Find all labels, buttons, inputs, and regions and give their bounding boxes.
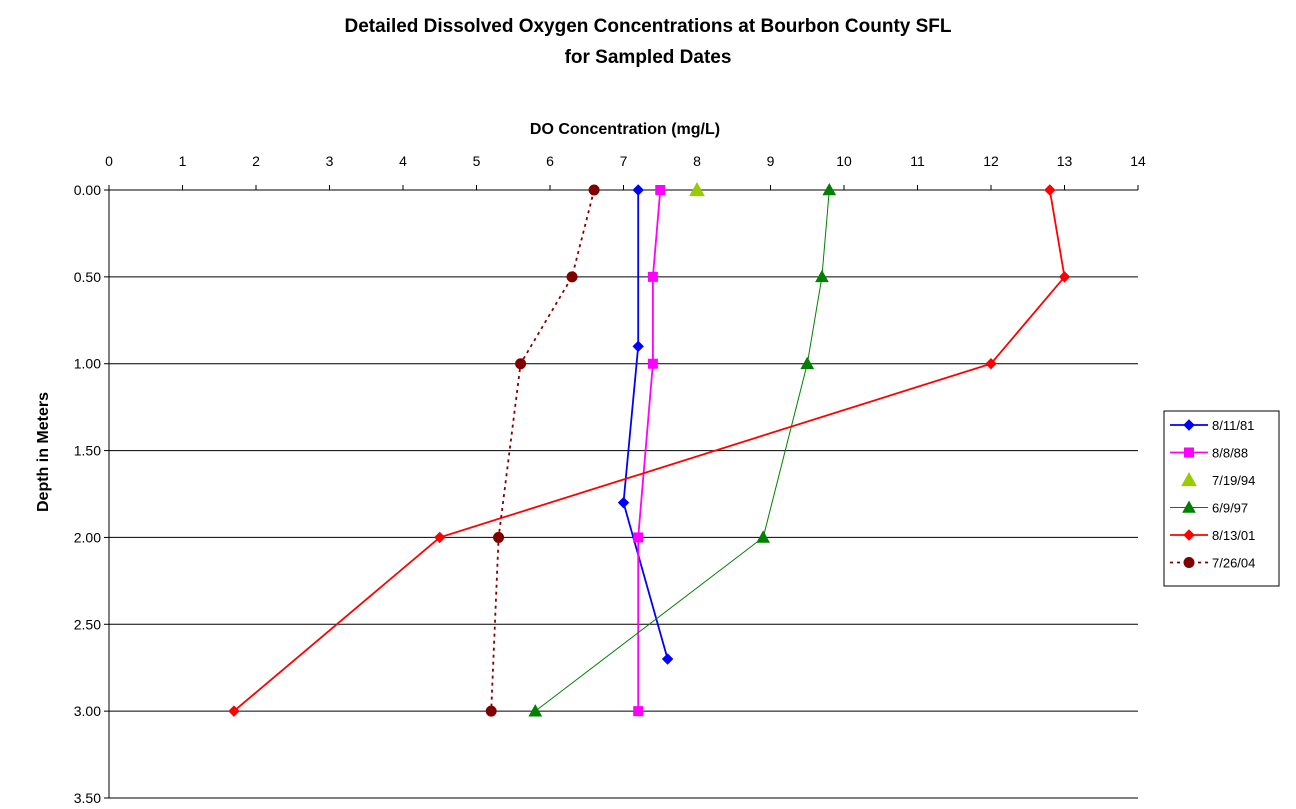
data-point-8-13-01-2 [985,358,997,370]
data-point-8-8-88-2 [647,358,658,369]
x-tick-label-2: 2 [252,153,260,169]
y-tick-label-2.50: 2.50 [74,616,101,632]
x-tick-label-7: 7 [620,153,628,169]
legend-label-8-13-01: 8/13/01 [1212,528,1255,543]
data-point-8-13-01-4 [228,705,240,717]
legend-label-8-11-81: 8/11/81 [1212,418,1254,433]
data-point-7-26-04-0 [588,184,600,196]
x-tick-label-12: 12 [983,153,999,169]
data-point-8-13-01-1 [1058,271,1071,283]
x-tick-label-3: 3 [326,153,334,169]
legend-marker-8-8-88 [1184,447,1194,458]
x-tick-label-6: 6 [546,153,554,169]
series-7-26-04 [485,184,600,717]
y-tick-label-1.50: 1.50 [74,443,101,459]
y-tick-label-2.00: 2.00 [74,529,101,545]
legend-marker-7-19-94 [1181,471,1197,487]
chart-title-line-1: Detailed Dissolved Oxygen Concentrations… [344,16,951,37]
data-point-8-8-88-3 [633,532,644,543]
x-tick-label-14: 14 [1130,153,1146,169]
data-point-6-9-97-2 [800,356,815,370]
data-point-8-8-88-0 [655,185,666,195]
legend: 8/11/81 8/8/88 7/19/94 6/9/97 8/13/01 7/26/04 [1163,410,1280,587]
x-tick-label-9: 9 [767,153,775,169]
x-tick-label-8: 8 [693,153,701,169]
data-point-8-11-81-2 [617,496,630,509]
y-tick-label-0.00: 0.00 [74,182,101,198]
y-tick-label-0.50: 0.50 [74,269,101,285]
legend-label-7-19-94: 7/19/94 [1212,473,1255,488]
series-8-11-81 [617,184,674,665]
chart-title-line-2: for Sampled Dates [565,47,732,68]
data-point-8-8-88-4 [633,706,644,717]
x-tick-label-13: 13 [1057,153,1073,169]
legend-item-6-9-97: 6/9/97 [1170,500,1248,516]
series-8-13-01 [228,184,1071,717]
y-tick-label-3.00: 3.00 [74,703,101,719]
legend-marker-8-11-81 [1183,419,1195,431]
series-8-8-88 [633,185,666,717]
data-point-8-11-81-0 [632,184,644,196]
data-point-8-11-81-1 [632,340,644,353]
data-point-6-9-97-1 [815,269,829,283]
data-point-7-26-04-1 [566,271,578,283]
legend-label-6-9-97: 6/9/97 [1212,501,1248,516]
data-point-8-13-01-0 [1044,184,1056,196]
data-point-8-11-81-3 [661,653,674,665]
y-axis-title: Depth in Meters [35,392,52,512]
data-point-8-8-88-1 [647,271,658,282]
legend-item-7-19-94: 7/19/94 [1181,471,1255,488]
data-point-7-26-04-3 [493,531,505,543]
data-point-6-9-97-3 [756,530,770,543]
series-line-8-11-81 [622,190,669,660]
x-tick-label-5: 5 [473,153,481,169]
data-point-7-26-04-4 [485,705,497,717]
y-tick-label-3.50: 3.50 [74,790,101,806]
legend-item-8-8-88: 8/8/88 [1170,446,1248,461]
legend-marker-7-26-04 [1183,557,1195,568]
x-tick-label-0: 0 [105,153,113,169]
legend-box [1163,410,1280,587]
legend-marker-8-13-01 [1183,529,1195,541]
data-point-6-9-97-4 [528,704,543,717]
x-tick-label-10: 10 [836,153,852,169]
legend-item-7-26-04: 7/26/04 [1170,556,1255,571]
data-point-6-9-97-0 [822,182,837,196]
legend-marker-6-9-97 [1182,500,1196,513]
series-6-9-97 [528,182,837,717]
legend-item-8-13-01: 8/13/01 [1170,528,1255,543]
x-axis-title: DO Concentration (mg/L) [530,121,720,138]
series-group [228,181,1071,717]
x-tick-label-4: 4 [399,153,407,169]
x-axis-ticks: 0 1 2 3 4 5 6 7 8 9 10 11 12 13 14 [105,153,1146,190]
gridlines [109,189,1138,799]
data-point-7-19-94-0 [689,181,705,197]
legend-label-7-26-04: 7/26/04 [1212,556,1255,571]
legend-item-8-11-81: 8/11/81 [1170,418,1254,433]
legend-label-8-8-88: 8/8/88 [1212,446,1248,461]
data-point-7-26-04-2 [515,358,527,370]
y-axis-ticks: 0.00 0.50 1.00 1.50 2.00 2.50 3.00 3.50 [74,182,109,806]
x-tick-label-11: 11 [910,153,925,169]
data-point-8-13-01-3 [434,531,446,544]
series-7-19-94 [689,181,705,197]
y-tick-label-1.00: 1.00 [74,356,101,372]
x-tick-label-1: 1 [179,153,187,169]
